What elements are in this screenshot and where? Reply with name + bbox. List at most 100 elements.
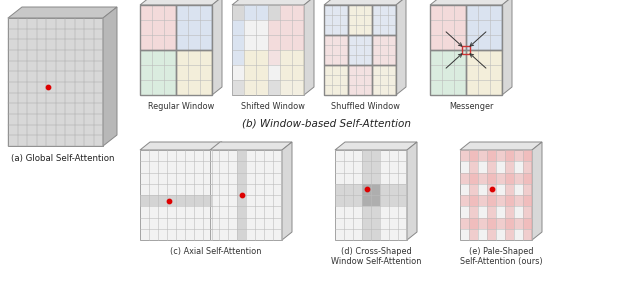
Bar [460, 195, 532, 206]
Bar [430, 5, 466, 50]
Bar [430, 50, 466, 95]
Bar [324, 5, 348, 35]
Bar [362, 184, 380, 206]
Polygon shape [324, 0, 406, 5]
Bar [232, 5, 304, 95]
Text: (e) Pale-Shaped
Self-Attention (ours): (e) Pale-Shaped Self-Attention (ours) [460, 247, 542, 266]
Bar [176, 5, 212, 50]
Bar [210, 150, 282, 240]
Bar [466, 50, 502, 95]
Bar [232, 80, 244, 95]
Bar [466, 5, 502, 50]
Bar [176, 5, 212, 50]
Bar [430, 5, 502, 95]
Bar [348, 5, 372, 35]
Bar [8, 18, 103, 146]
Bar [324, 65, 348, 95]
Bar [244, 5, 268, 20]
Bar [324, 35, 348, 65]
Bar [372, 65, 396, 95]
Bar [460, 173, 532, 184]
Text: (d) Cross-Shaped
Window Self-Attention: (d) Cross-Shaped Window Self-Attention [331, 247, 421, 266]
Bar [460, 150, 532, 161]
Bar [348, 65, 372, 95]
Bar [140, 50, 176, 95]
Polygon shape [396, 0, 406, 95]
Polygon shape [212, 0, 222, 95]
Bar [176, 50, 212, 95]
Bar [324, 65, 348, 95]
Polygon shape [232, 0, 314, 5]
Bar [372, 5, 396, 35]
Bar [176, 50, 212, 95]
Bar [348, 35, 372, 65]
Bar [140, 5, 212, 95]
Bar [140, 150, 212, 240]
Bar [335, 150, 407, 240]
Bar [232, 20, 244, 50]
Polygon shape [282, 142, 292, 240]
Polygon shape [212, 142, 222, 240]
Bar [335, 184, 407, 206]
Bar [460, 217, 532, 229]
Bar [466, 5, 502, 50]
Bar [140, 195, 212, 206]
Text: (a) Global Self-Attention: (a) Global Self-Attention [11, 154, 115, 163]
Bar [348, 35, 372, 65]
Bar [244, 80, 268, 95]
Point [236, 193, 246, 197]
Bar [268, 5, 280, 20]
Bar [487, 150, 496, 240]
Point [164, 198, 174, 203]
Bar [430, 50, 466, 95]
Polygon shape [532, 142, 542, 240]
Bar [324, 5, 348, 35]
Bar [140, 5, 176, 50]
Polygon shape [430, 0, 512, 5]
Polygon shape [140, 0, 222, 5]
Bar [469, 150, 478, 240]
Point [486, 187, 497, 192]
Bar [324, 5, 396, 95]
Bar [348, 5, 372, 35]
Bar [372, 35, 396, 65]
Bar [430, 5, 466, 50]
Bar [244, 20, 268, 50]
Bar [232, 5, 244, 20]
Bar [237, 150, 246, 240]
Bar [268, 80, 280, 95]
Polygon shape [407, 142, 417, 240]
Bar [140, 5, 176, 50]
Bar [268, 50, 280, 65]
Polygon shape [103, 7, 117, 146]
Bar [244, 50, 268, 80]
Polygon shape [460, 142, 542, 150]
Polygon shape [8, 7, 117, 18]
Bar [280, 80, 304, 95]
Bar [232, 50, 244, 65]
Bar [505, 150, 514, 240]
Bar [372, 5, 396, 35]
Bar [462, 46, 470, 54]
Bar [466, 50, 502, 95]
Text: Regular Window: Regular Window [148, 102, 214, 111]
Point [362, 187, 372, 192]
Polygon shape [502, 0, 512, 95]
Text: Shuffled Window: Shuffled Window [331, 102, 399, 111]
Text: (b) Window-based Self-Attention: (b) Window-based Self-Attention [241, 119, 410, 129]
Bar [372, 65, 396, 95]
Point [43, 85, 53, 89]
Bar [280, 20, 304, 50]
Polygon shape [210, 142, 292, 150]
Bar [523, 150, 532, 240]
Bar [324, 35, 348, 65]
Bar [280, 5, 304, 20]
Polygon shape [140, 142, 222, 150]
Bar [372, 35, 396, 65]
Bar [280, 50, 304, 80]
Bar [460, 150, 532, 240]
Polygon shape [335, 142, 417, 150]
Text: (c) Axial Self-Attention: (c) Axial Self-Attention [170, 247, 262, 256]
Bar [140, 50, 176, 95]
Text: Shifted Window: Shifted Window [241, 102, 305, 111]
